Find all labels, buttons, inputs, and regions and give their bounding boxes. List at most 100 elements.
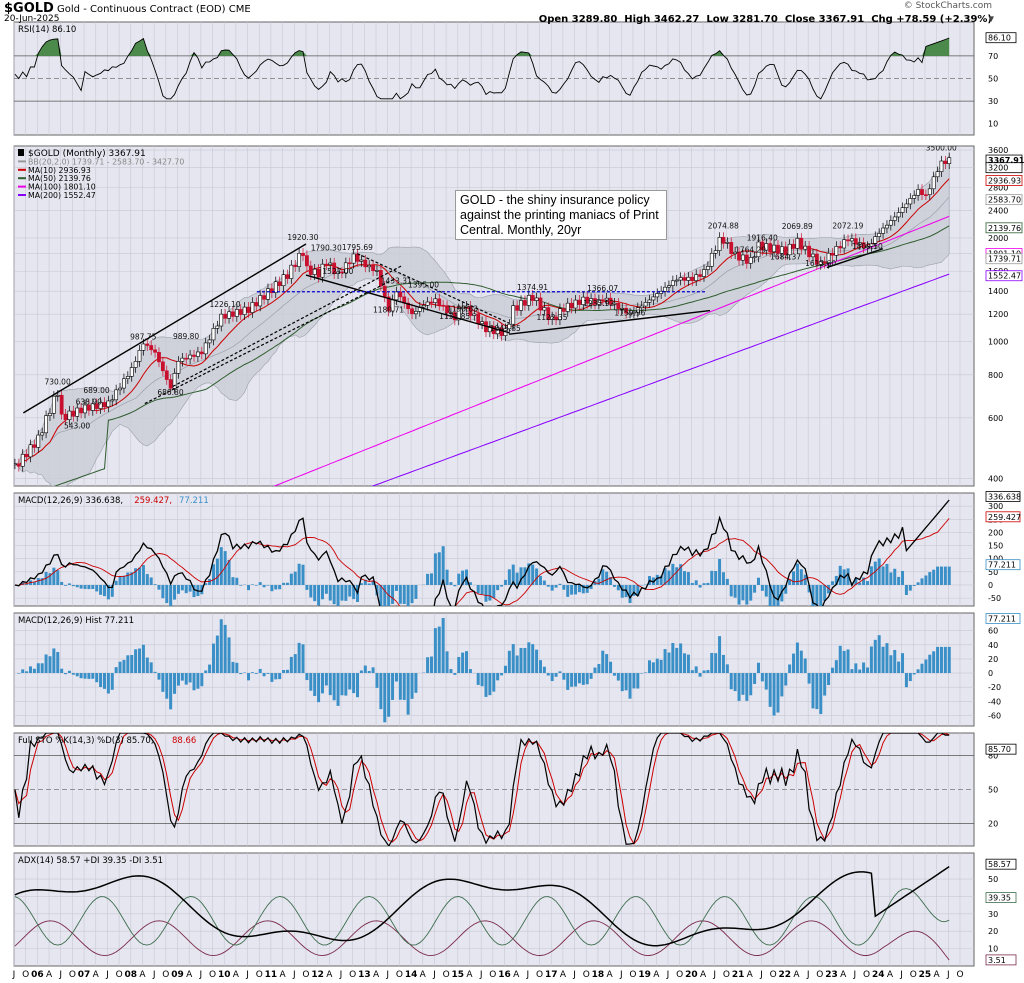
price-annotation: 1764.29 xyxy=(735,246,766,255)
macd-hist-bar xyxy=(756,577,760,585)
hist-bar xyxy=(932,651,936,674)
hist-bar xyxy=(593,667,597,674)
macd-hist-bar xyxy=(87,584,91,590)
candle-body xyxy=(873,236,878,245)
macd-hist-bar xyxy=(741,584,745,601)
candle-body xyxy=(904,203,909,208)
hist-bar xyxy=(247,673,251,681)
price-tag-text: 2139.76 xyxy=(988,224,1021,233)
hist-bar xyxy=(729,673,733,690)
hist-bar xyxy=(433,628,437,674)
x-tick-label: A xyxy=(420,970,427,980)
candle-body xyxy=(939,160,944,172)
candle-body xyxy=(367,265,372,268)
candle-body xyxy=(565,302,570,312)
price-tag xyxy=(985,222,1023,234)
macd-hist-bar xyxy=(36,578,40,585)
candle-body xyxy=(744,254,749,264)
rsi-plot xyxy=(14,37,950,100)
candle-body xyxy=(199,351,204,355)
x-tick-label: 23 xyxy=(825,970,838,980)
macd-hist-bar xyxy=(149,577,153,585)
hist-bar xyxy=(663,649,667,674)
candle-body xyxy=(316,268,321,278)
menu-icon[interactable]: ▾ xyxy=(988,12,994,25)
watermark: © StockCharts.com xyxy=(903,1,992,11)
price-right-label: 2583.70 xyxy=(985,194,1023,206)
candle-body xyxy=(838,246,843,249)
macd-tag-box xyxy=(985,511,1021,523)
hist-bar xyxy=(359,670,363,674)
macd-hist-bar xyxy=(208,579,212,585)
candle-body xyxy=(359,259,364,262)
hist-bar xyxy=(40,663,44,674)
hist-bar xyxy=(145,657,149,674)
candle-body xyxy=(406,302,411,310)
adx-y-tick: 10 xyxy=(988,945,998,954)
candle-body xyxy=(441,304,446,307)
price-legend-item: MA(200) 1552.47 xyxy=(18,191,96,200)
sto-plot xyxy=(14,733,950,846)
plus-di-line xyxy=(14,888,950,946)
candle-body xyxy=(32,444,37,448)
candle-body xyxy=(834,246,839,256)
macd-hist-bar xyxy=(694,580,698,585)
hist-bar xyxy=(834,660,838,674)
candle-body xyxy=(234,309,239,317)
x-tick-label: J xyxy=(105,970,109,980)
price-right-label: 1739.71 xyxy=(985,253,1023,265)
candle-body xyxy=(752,256,757,259)
trendline xyxy=(509,309,711,335)
hist-bar xyxy=(542,666,546,674)
macd-hist-bar xyxy=(745,584,749,605)
macd-hist-bar xyxy=(936,566,940,585)
hist-bar xyxy=(56,651,60,674)
hist-bar xyxy=(95,673,99,683)
macd-hist-bar xyxy=(363,579,367,585)
candle-body xyxy=(604,297,609,301)
x-tick-label: J xyxy=(385,970,389,980)
panel-adx xyxy=(13,852,975,967)
candle-body xyxy=(569,302,574,309)
macd-hist-bar xyxy=(83,584,87,589)
macd-hist-bar xyxy=(784,584,788,594)
candle-body xyxy=(90,403,95,411)
x-tick-label: O xyxy=(349,970,356,980)
candle-body xyxy=(865,246,870,249)
hist-bar xyxy=(908,673,912,682)
macd-hist-bar xyxy=(173,584,177,600)
candle-body xyxy=(585,296,590,304)
candle-body xyxy=(799,238,804,250)
hist-bar xyxy=(799,650,803,674)
candle-body xyxy=(421,305,426,308)
candle-body xyxy=(702,269,706,277)
macd-hist-bar xyxy=(309,584,313,598)
sto-last-tag: 85.70 xyxy=(985,743,1017,755)
price-legend-text: MA(100) 1801.10 xyxy=(28,183,96,192)
macd-hist-bar xyxy=(235,577,239,585)
macd-hist-bar xyxy=(110,584,114,597)
price-right-label: 2139.76 xyxy=(985,222,1023,234)
candle-body xyxy=(600,299,605,302)
hist-y-tick: -20 xyxy=(988,683,1001,692)
x-tick-label: O xyxy=(489,970,496,980)
macd-hist-bar xyxy=(40,578,44,585)
candle-body xyxy=(468,305,473,316)
macd-hist-bar xyxy=(792,571,796,585)
hist-bar xyxy=(815,673,819,710)
trendline xyxy=(826,248,884,269)
macd-hist-bar xyxy=(391,584,395,604)
candle-body xyxy=(795,238,800,249)
x-tick-label: O xyxy=(443,970,450,980)
hist-bar xyxy=(149,662,153,674)
hist-bar xyxy=(126,655,130,674)
hist-bar xyxy=(356,673,360,698)
hist-bar xyxy=(597,663,601,674)
macd-hist-bar xyxy=(289,573,293,585)
candle-body xyxy=(814,253,819,265)
macd-hist-bar xyxy=(815,584,819,606)
hist-bar xyxy=(776,673,780,713)
macd-hist-bar xyxy=(581,584,585,594)
hist-bar xyxy=(169,673,173,710)
candle-body xyxy=(686,276,691,281)
